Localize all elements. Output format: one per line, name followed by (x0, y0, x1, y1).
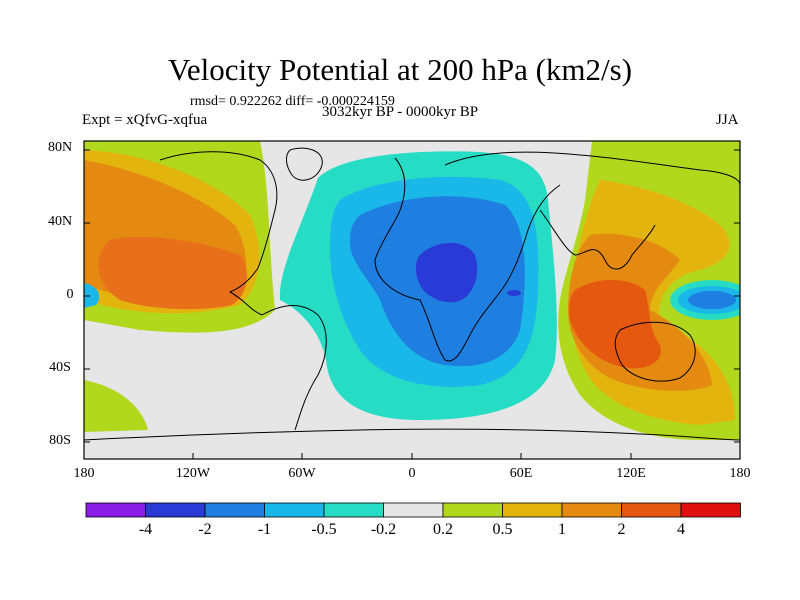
y-tick-label-40n: 40N (47, 214, 73, 229)
colorbar (85, 502, 741, 518)
contour-neg-left-edge (84, 283, 100, 308)
colorbar-swatch-4 (323, 502, 384, 518)
colorbar-label-8: 2 (617, 521, 626, 538)
x-tick-label-60e: 60E (509, 466, 533, 481)
colorbar-label-7: 1 (558, 521, 566, 538)
contour-pos-0.2-southwest (84, 380, 148, 432)
coastline-antarctica (84, 428, 740, 441)
colorbar-label-3: -0.5 (311, 521, 337, 538)
coastline-south-america (261, 305, 327, 431)
colorbar-label-5: 0.2 (433, 521, 453, 538)
x-tick-label-120w: 120W (175, 466, 211, 481)
colorbar-label-0: -4 (138, 521, 153, 538)
y-tick-label-0: 0 (66, 287, 74, 302)
y-tick-label-40s: 40S (49, 360, 71, 375)
colorbar-label-2: -1 (257, 521, 272, 538)
coastline-australia (614, 321, 696, 382)
colorbar-label-1: -2 (198, 521, 212, 538)
colorbar-swatch-6 (442, 502, 503, 518)
contour-neg-1-pacific (688, 291, 736, 309)
coastline-greenland (286, 147, 323, 181)
colorbar-label-9: 4 (677, 521, 685, 538)
colorbar-swatch-2 (204, 502, 265, 518)
colorbar-swatch-0 (85, 502, 146, 518)
contour-field (84, 141, 740, 459)
stats-line: rmsd= 0.922262 diff= -0.000224159 (190, 94, 395, 109)
x-tick-label-60w: 60W (288, 466, 316, 481)
colorbar-swatch-7 (502, 502, 563, 518)
axis-ticks (84, 149, 740, 459)
x-tick-label-120e: 120E (616, 466, 646, 481)
x-tick-label-180-right: 180 (729, 466, 751, 481)
map-title: Velocity Potential at 200 hPa (km2/s) (167, 52, 633, 87)
colorbar-swatch-10 (680, 502, 741, 518)
coastlines (84, 147, 740, 441)
x-tick-label-0: 0 (408, 466, 416, 481)
x-tick-label-180-left: 180 (73, 466, 95, 481)
season-label: JJA (716, 112, 739, 128)
colorbar-label-6: 0.5 (492, 521, 513, 538)
experiment-label: Expt = xQfvG-xqfua (82, 112, 208, 128)
contour-pos-2-left (98, 236, 247, 310)
colorbar-swatch-8 (561, 502, 622, 518)
coastline-asia (444, 151, 740, 186)
colorbar-swatch-9 (621, 502, 682, 518)
colorbar-swatch-1 (145, 502, 206, 518)
period-label: 3032kyr BP - 0000kyr BP (322, 104, 479, 120)
coastline-north-america (159, 151, 278, 316)
contour-neg-2 (415, 242, 478, 303)
coastline-europe-africa (374, 157, 561, 362)
colorbar-label-4: -0.2 (370, 521, 397, 538)
contour-pos-2-right (569, 279, 661, 369)
contour-neg-2-small (507, 290, 521, 296)
colorbar-swatch-5 (383, 502, 444, 518)
y-tick-label-80s: 80S (49, 433, 71, 448)
y-tick-label-80n: 80N (47, 140, 73, 155)
coastline-india-asia (539, 209, 656, 270)
colorbar-swatch-3 (264, 502, 325, 518)
